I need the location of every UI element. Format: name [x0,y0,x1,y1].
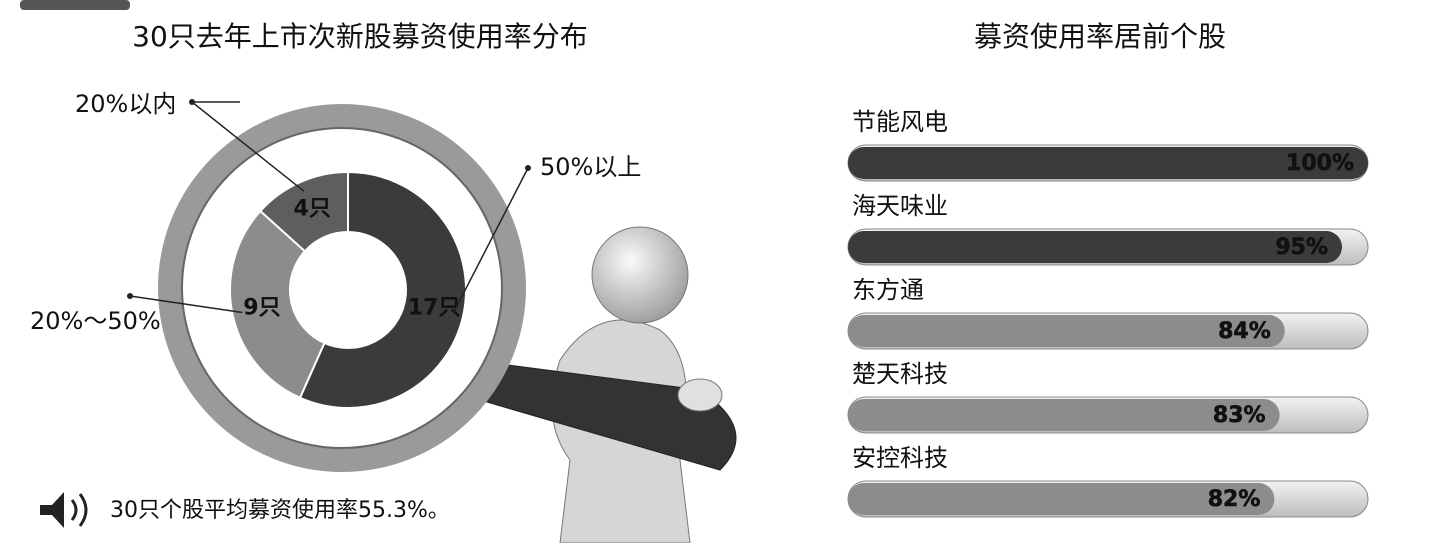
donut-slice [229,209,326,400]
bar [848,315,1285,347]
category-label: 安控科技 [852,444,948,472]
bar [848,483,1275,515]
corner-tab [20,0,130,10]
leader-dot [127,293,133,299]
category-label: 20%以内 [75,90,176,118]
leader-dot [525,165,531,171]
category-label: 20%～50% [30,307,161,335]
leader-dot [189,99,195,105]
category-label: 50%以上 [540,153,641,181]
donut-slice [298,170,467,409]
category-label: 东方通 [852,276,924,304]
bar [848,399,1280,431]
value-label: 95% [1275,235,1328,260]
bar [848,147,1368,179]
value-label: 100% [1286,151,1354,176]
donut-slice [258,170,349,253]
value-label: 17只 [408,295,461,320]
magnifier-ring-inner [181,127,503,449]
value-label: 83% [1213,403,1266,428]
chart-title: 募资使用率居前个股 [974,20,1226,53]
category-label: 节能风电 [852,108,948,136]
footnote: 30只个股平均募资使用率55.3%。 [110,498,450,523]
leader-line [452,167,529,313]
leader-line [129,295,243,314]
value-label: 4只 [294,197,331,222]
value-label: 82% [1208,487,1261,512]
bar [848,231,1342,263]
figure [469,226,737,543]
chart-title: 30只去年上市次新股募资使用率分布 [132,20,588,53]
category-label: 海天味业 [852,192,948,220]
value-label: 9只 [243,295,280,320]
category-label: 楚天科技 [852,360,948,388]
value-label: 84% [1218,319,1271,344]
note: 30只个股平均募资使用率55.3%。 [40,492,450,528]
